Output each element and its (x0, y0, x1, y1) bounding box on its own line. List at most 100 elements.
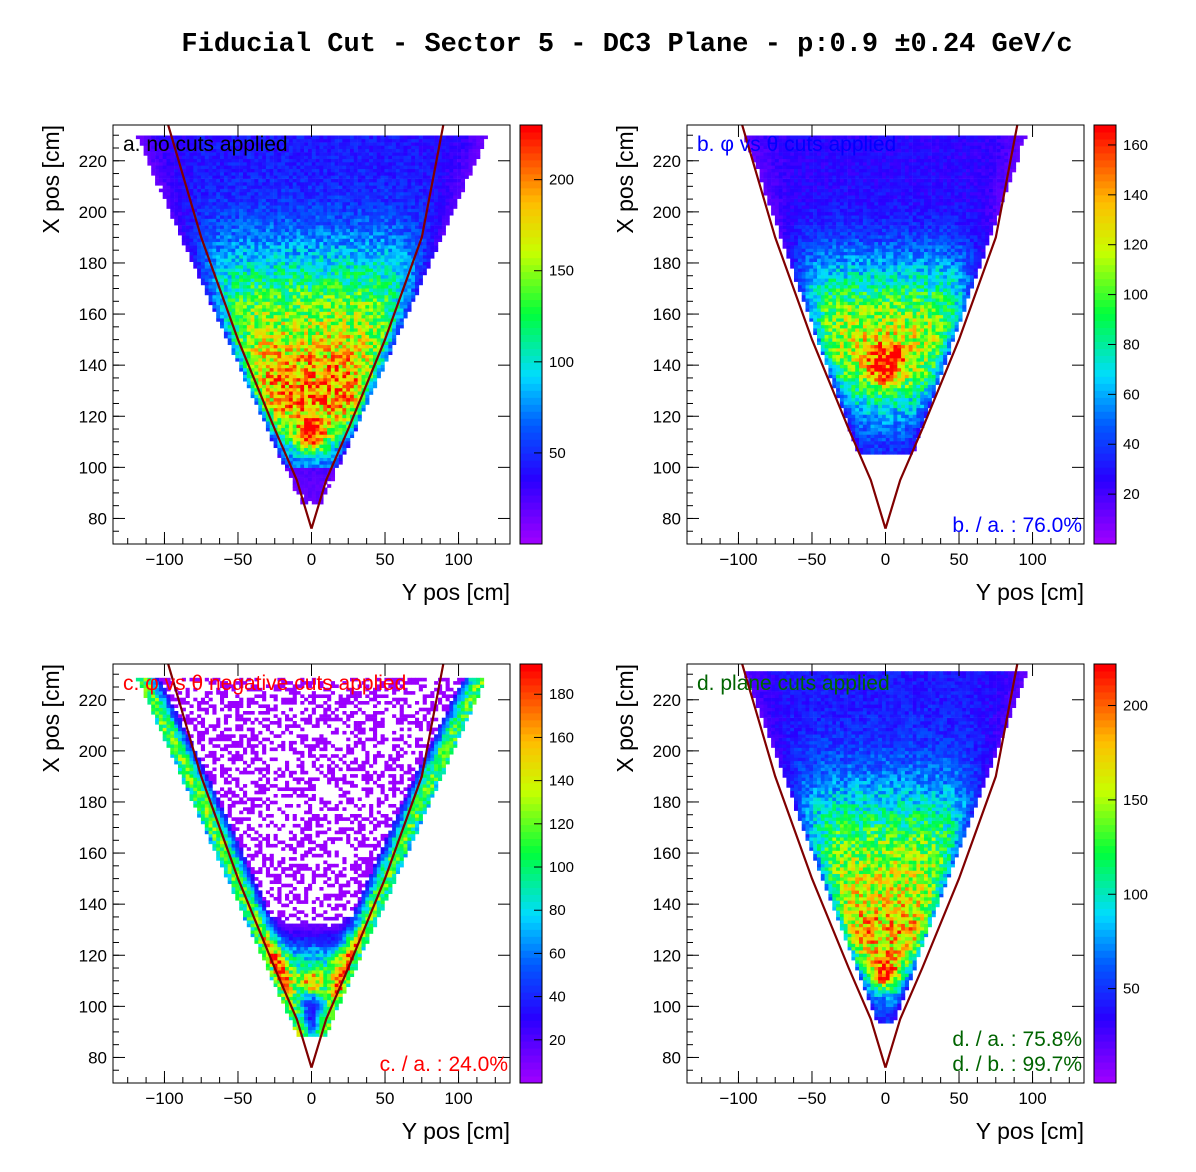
heatmap-bin (350, 208, 355, 213)
heatmap-bin (277, 238, 282, 243)
heatmap-bin (185, 225, 190, 229)
heatmap-bin (288, 191, 294, 196)
heatmap-bin (231, 275, 236, 279)
heatmap-bin (353, 195, 358, 199)
heatmap-bin (342, 155, 347, 160)
heatmap-bin (350, 172, 355, 176)
heatmap-bin (296, 191, 301, 196)
heatmap-bin (376, 218, 381, 223)
heatmap-bin (277, 168, 282, 173)
heatmap-bin (346, 354, 351, 359)
heatmap-bin (292, 278, 297, 282)
heatmap-bin (304, 338, 309, 342)
heatmap-bin (342, 314, 347, 319)
heatmap-bin (269, 211, 274, 216)
heatmap-bin (388, 238, 393, 243)
heatmap-bin (418, 172, 423, 176)
heatmap-bin (269, 334, 274, 339)
heatmap-bin (223, 251, 229, 256)
heatmap-bin (373, 221, 378, 226)
heatmap-bin (411, 245, 416, 249)
heatmap-bin (407, 188, 412, 193)
heatmap-bin (273, 321, 278, 326)
heatmap-bin (369, 275, 374, 279)
heatmap-bin (422, 255, 427, 259)
heatmap-bin (227, 152, 232, 156)
heatmap-bin (407, 294, 412, 299)
heatmap-bin (285, 152, 290, 156)
heatmap-bin (395, 308, 401, 312)
heatmap-bin (350, 414, 355, 419)
heatmap-bin (350, 374, 355, 379)
heatmap-bin (399, 175, 404, 179)
heatmap-bin (327, 334, 332, 339)
heatmap-bin (296, 341, 301, 346)
heatmap-bin (273, 281, 278, 286)
heatmap-bin (265, 358, 271, 362)
heatmap-bin (350, 225, 355, 229)
heatmap-bin (392, 235, 397, 239)
heatmap-bin (231, 162, 236, 166)
heatmap-bin (277, 268, 282, 272)
heatmap-bin (308, 245, 313, 249)
heatmap-bin (308, 195, 313, 199)
heatmap-bin (281, 394, 286, 399)
heatmap-bin (376, 311, 381, 316)
heatmap-bin (208, 215, 213, 219)
heatmap-bin (315, 235, 320, 239)
heatmap-bin (384, 201, 389, 206)
heatmap-bin (269, 284, 274, 289)
heatmap-bin (353, 404, 358, 409)
heatmap-bin (281, 331, 286, 336)
heatmap-bin (418, 185, 423, 189)
heatmap-bin (369, 245, 374, 249)
heatmap-bin (300, 324, 305, 329)
heatmap-bin (246, 294, 251, 299)
heatmap-bin (231, 158, 236, 163)
heatmap-bin (308, 344, 313, 349)
heatmap-bin (460, 155, 466, 160)
heatmap-bin (392, 228, 397, 233)
heatmap-bin (323, 368, 328, 372)
heatmap-bin (472, 158, 477, 163)
heatmap-bin (411, 182, 416, 186)
heatmap-bin (315, 288, 320, 292)
heatmap-bin (353, 414, 358, 419)
heatmap-bin (380, 311, 385, 316)
heatmap-bin (308, 211, 313, 216)
heatmap-bin (342, 185, 347, 189)
heatmap-bin (357, 391, 362, 395)
heatmap-bin (327, 404, 332, 409)
heatmap-bin (281, 211, 286, 216)
heatmap-bin (323, 191, 328, 196)
heatmap-bin (254, 338, 259, 342)
heatmap-bin (235, 201, 240, 206)
heatmap-bin (162, 172, 167, 176)
heatmap-bin (342, 291, 347, 296)
heatmap-bin (250, 221, 255, 226)
heatmap-bin (227, 162, 232, 166)
heatmap-bin (269, 318, 274, 322)
heatmap-bin (353, 228, 358, 233)
heatmap-bin (369, 165, 374, 170)
heatmap-bin (403, 275, 408, 279)
heatmap-bin (373, 377, 378, 382)
heatmap-bin (365, 284, 370, 289)
heatmap-bin (357, 301, 362, 306)
heatmap-bin (308, 364, 313, 369)
heatmap-bin (288, 411, 294, 415)
heatmap-bin (353, 271, 358, 276)
heatmap-bin (246, 258, 251, 263)
heatmap-bin (208, 218, 213, 223)
heatmap-bin (311, 391, 316, 395)
heatmap-bin (285, 321, 290, 326)
heatmap-bin (376, 245, 381, 249)
heatmap-bin (327, 275, 332, 279)
heatmap-bin (265, 152, 271, 156)
heatmap-bin (288, 165, 294, 170)
heatmap-bin (361, 394, 366, 399)
heatmap-bin (277, 152, 282, 156)
heatmap-bin (250, 304, 255, 309)
heatmap-bin (158, 162, 164, 166)
heatmap-bin (281, 384, 286, 389)
